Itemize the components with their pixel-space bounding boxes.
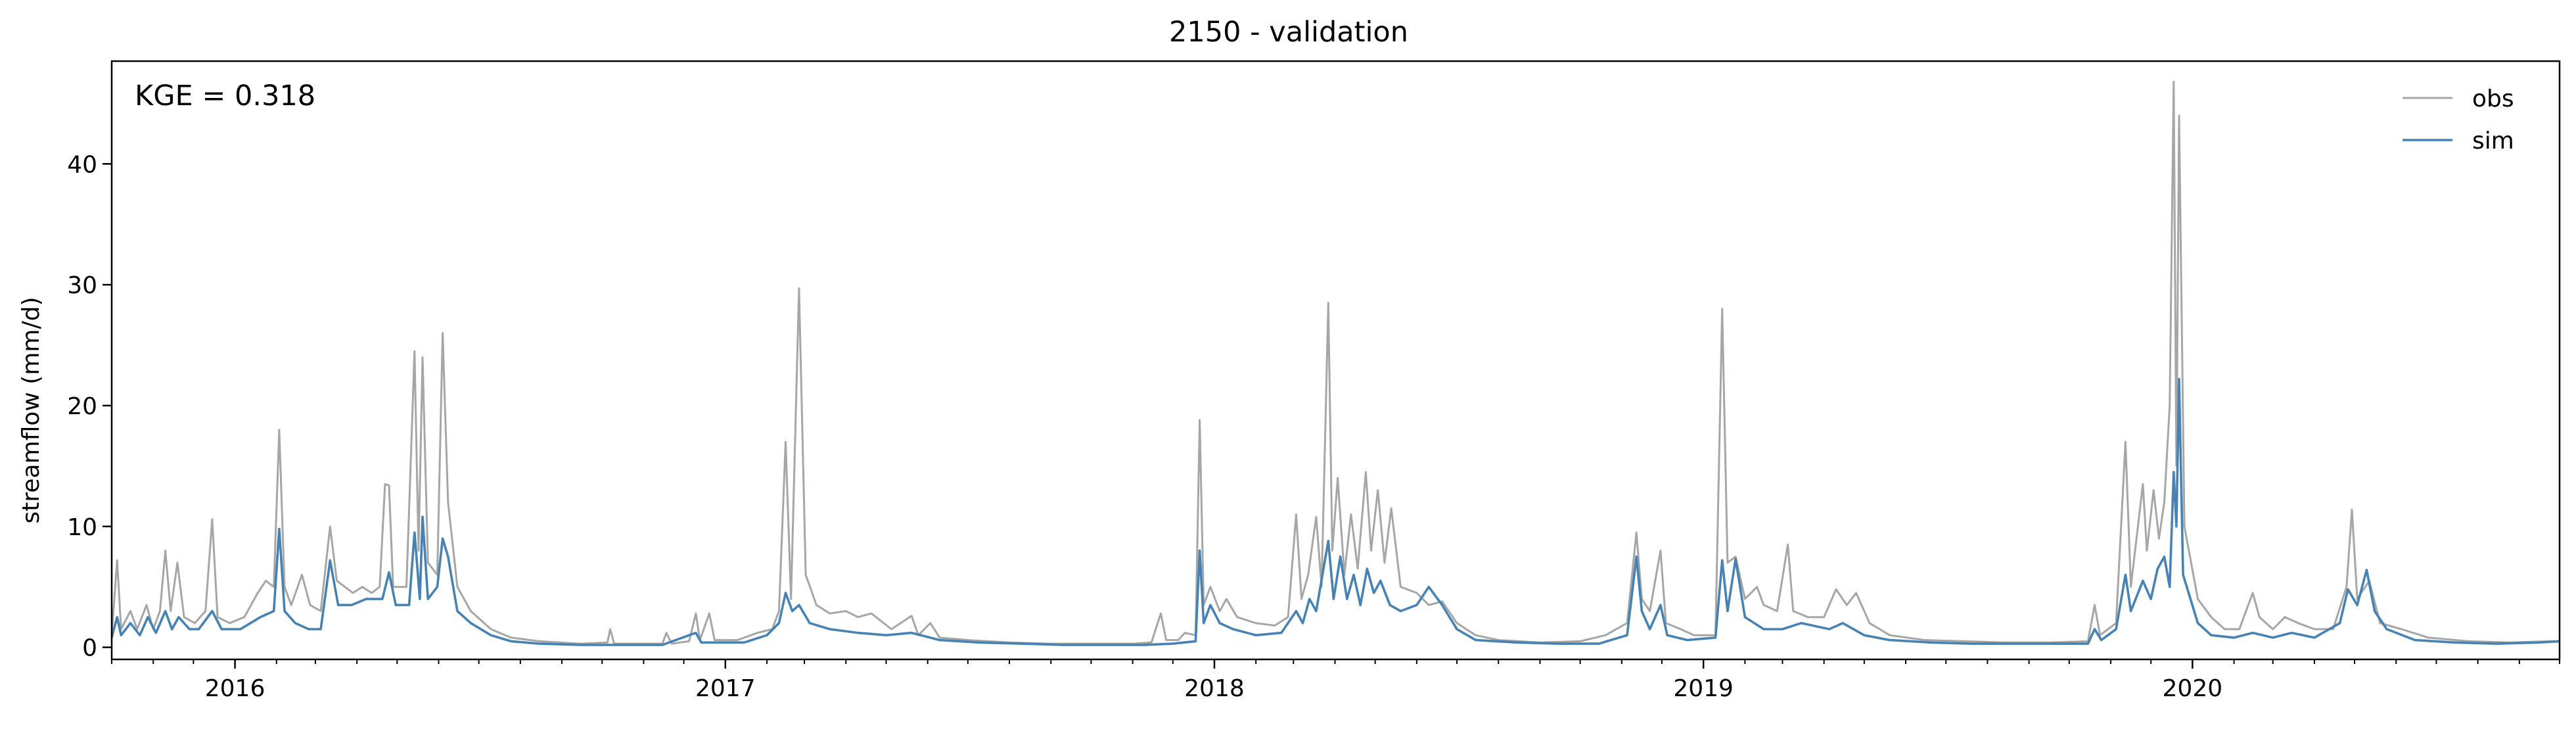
plot-area	[110, 80, 2560, 646]
chart-title: 2150 - validation	[1169, 16, 1408, 49]
y-axis: 0 10 20 30 40	[67, 151, 112, 662]
y-tick-label: 40	[67, 151, 97, 178]
y-tick-label: 0	[82, 635, 97, 662]
x-tick-label: 2018	[1184, 675, 1245, 702]
x-axis: 2016 2017 2018 2019 2020	[111, 659, 2560, 702]
x-tick-label: 2017	[695, 675, 756, 702]
x-tick-label: 2020	[2163, 675, 2223, 702]
y-tick-label: 20	[67, 393, 97, 420]
legend-label-sim: sim	[2472, 128, 2514, 154]
x-tick-label: 2016	[205, 675, 265, 702]
series-line-obs	[110, 80, 2560, 645]
kge-annotation: KGE = 0.318	[135, 80, 315, 112]
series-line-sim	[110, 377, 2560, 646]
legend-label-obs: obs	[2472, 85, 2514, 112]
plot-frame	[110, 60, 2561, 661]
y-axis-label: streamflow (mm/d)	[18, 297, 45, 524]
legend: obs sim	[2403, 85, 2514, 154]
y-tick-label: 30	[67, 272, 97, 299]
series-layer	[110, 80, 2560, 646]
x-tick-label: 2019	[1673, 675, 1734, 702]
y-tick-label: 10	[67, 514, 97, 541]
